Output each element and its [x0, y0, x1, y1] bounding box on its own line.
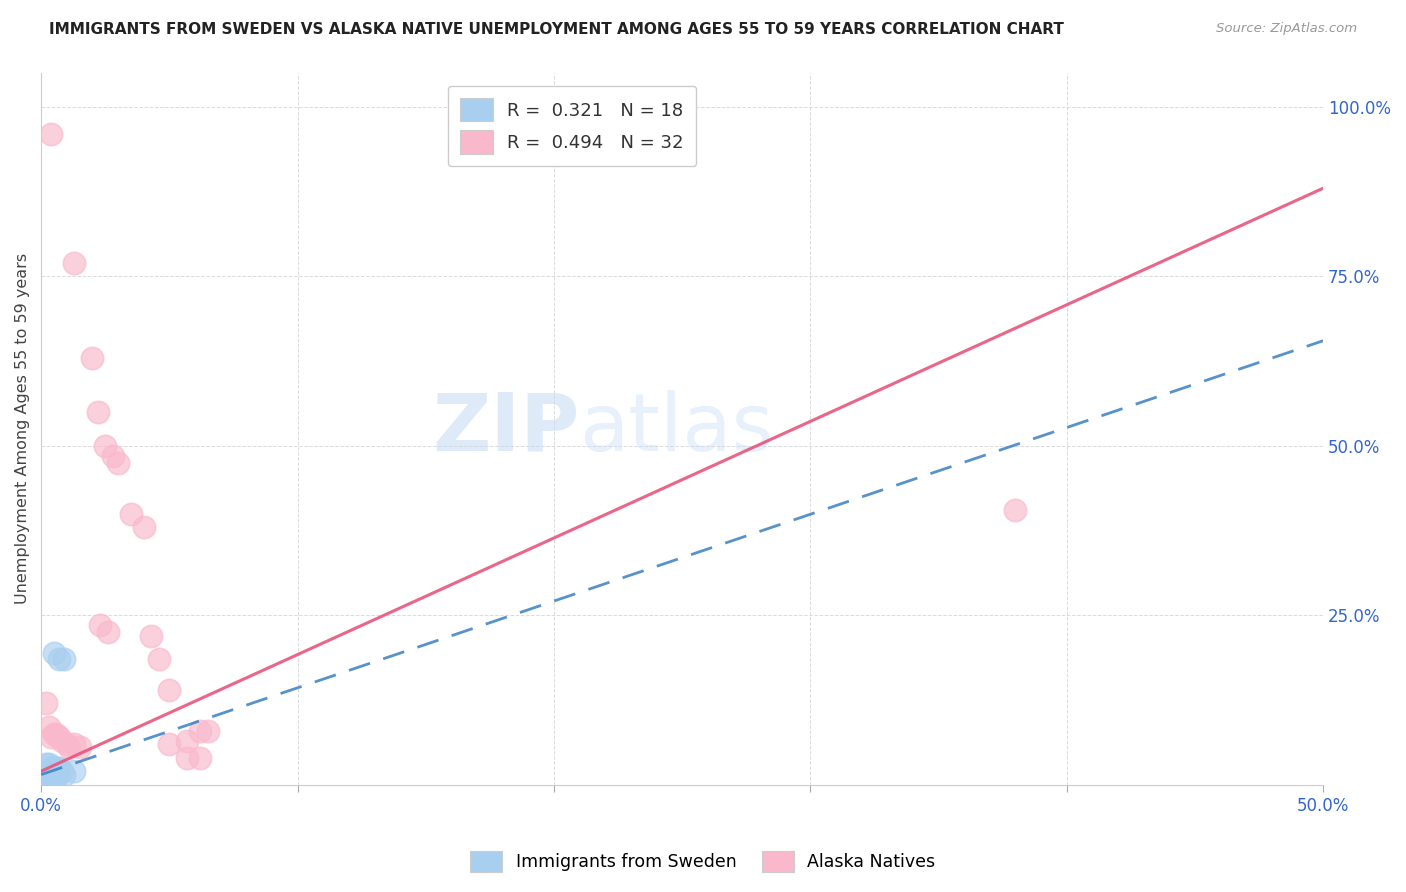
Point	[35, 757, 58, 772]
Point	[45, 761, 67, 775]
Point	[188, 750, 211, 764]
Legend: Immigrants from Sweden, Alaska Natives: Immigrants from Sweden, Alaska Natives	[464, 844, 942, 879]
Text: atlas: atlas	[579, 390, 773, 468]
Point	[132, 520, 155, 534]
Point	[1004, 503, 1026, 517]
Point	[176, 733, 198, 747]
Point	[38, 720, 60, 734]
Point	[86, 405, 108, 419]
Legend: R =  0.321   N = 18, R =  0.494   N = 32: R = 0.321 N = 18, R = 0.494 N = 32	[447, 86, 696, 166]
Point	[41, 127, 63, 141]
Point	[89, 618, 111, 632]
Point	[42, 646, 65, 660]
Point	[55, 737, 77, 751]
Text: Source: ZipAtlas.com: Source: ZipAtlas.com	[1216, 22, 1357, 36]
Point	[38, 757, 60, 772]
Point	[120, 507, 142, 521]
Point	[107, 456, 129, 470]
Point	[148, 652, 170, 666]
Point	[42, 727, 65, 741]
Point	[35, 771, 58, 785]
Point	[51, 733, 73, 747]
Point	[38, 771, 60, 785]
Point	[63, 764, 86, 779]
Point	[141, 629, 163, 643]
Point	[48, 731, 70, 745]
Y-axis label: Unemployment Among Ages 55 to 59 years: Unemployment Among Ages 55 to 59 years	[15, 253, 30, 605]
Text: IMMIGRANTS FROM SWEDEN VS ALASKA NATIVE UNEMPLOYMENT AMONG AGES 55 TO 59 YEARS C: IMMIGRANTS FROM SWEDEN VS ALASKA NATIVE …	[49, 22, 1064, 37]
Point	[48, 761, 70, 775]
Point	[53, 767, 76, 781]
Point	[94, 439, 117, 453]
Point	[101, 449, 124, 463]
Point	[41, 731, 63, 745]
Point	[45, 771, 67, 785]
Point	[97, 625, 120, 640]
Point	[157, 682, 180, 697]
Point	[41, 771, 63, 785]
Point	[157, 737, 180, 751]
Point	[42, 771, 65, 785]
Point	[176, 750, 198, 764]
Point	[41, 761, 63, 775]
Point	[42, 761, 65, 775]
Point	[48, 652, 70, 666]
Point	[35, 697, 58, 711]
Point	[69, 740, 91, 755]
Point	[45, 727, 67, 741]
Point	[82, 351, 104, 365]
Point	[63, 737, 86, 751]
Point	[32, 771, 55, 785]
Point	[188, 723, 211, 738]
Point	[58, 740, 80, 755]
Point	[63, 256, 86, 270]
Text: ZIP: ZIP	[432, 390, 579, 468]
Point	[197, 723, 219, 738]
Point	[51, 764, 73, 779]
Point	[53, 652, 76, 666]
